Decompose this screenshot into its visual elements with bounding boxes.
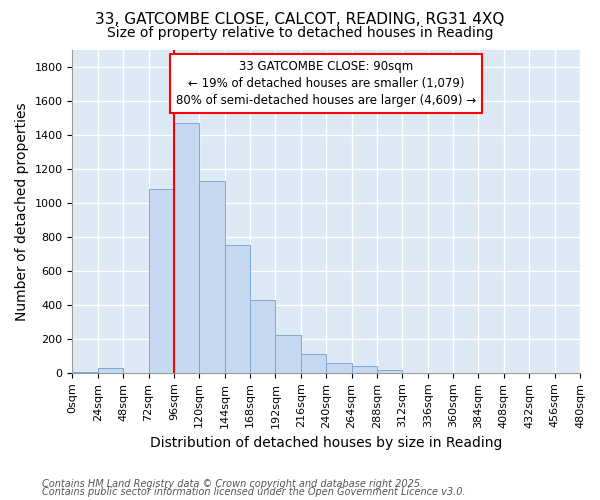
Text: Size of property relative to detached houses in Reading: Size of property relative to detached ho… bbox=[107, 26, 493, 40]
X-axis label: Distribution of detached houses by size in Reading: Distribution of detached houses by size … bbox=[150, 436, 502, 450]
Bar bbox=[352, 366, 377, 373]
Text: Contains public sector information licensed under the Open Government Licence v3: Contains public sector information licen… bbox=[42, 487, 466, 497]
Bar bbox=[224, 246, 250, 373]
Bar bbox=[149, 190, 174, 373]
Bar bbox=[174, 123, 199, 373]
Bar bbox=[250, 300, 275, 373]
Bar bbox=[301, 354, 326, 373]
Bar bbox=[275, 334, 301, 373]
Bar bbox=[199, 181, 224, 373]
Bar bbox=[326, 364, 352, 373]
Y-axis label: Number of detached properties: Number of detached properties bbox=[15, 102, 29, 320]
Text: 33, GATCOMBE CLOSE, CALCOT, READING, RG31 4XQ: 33, GATCOMBE CLOSE, CALCOT, READING, RG3… bbox=[95, 12, 505, 28]
Text: 33 GATCOMBE CLOSE: 90sqm
← 19% of detached houses are smaller (1,079)
80% of sem: 33 GATCOMBE CLOSE: 90sqm ← 19% of detach… bbox=[176, 60, 476, 106]
Text: Contains HM Land Registry data © Crown copyright and database right 2025.: Contains HM Land Registry data © Crown c… bbox=[42, 479, 423, 489]
Bar bbox=[377, 370, 403, 373]
Bar bbox=[73, 372, 98, 373]
Bar bbox=[98, 368, 123, 373]
